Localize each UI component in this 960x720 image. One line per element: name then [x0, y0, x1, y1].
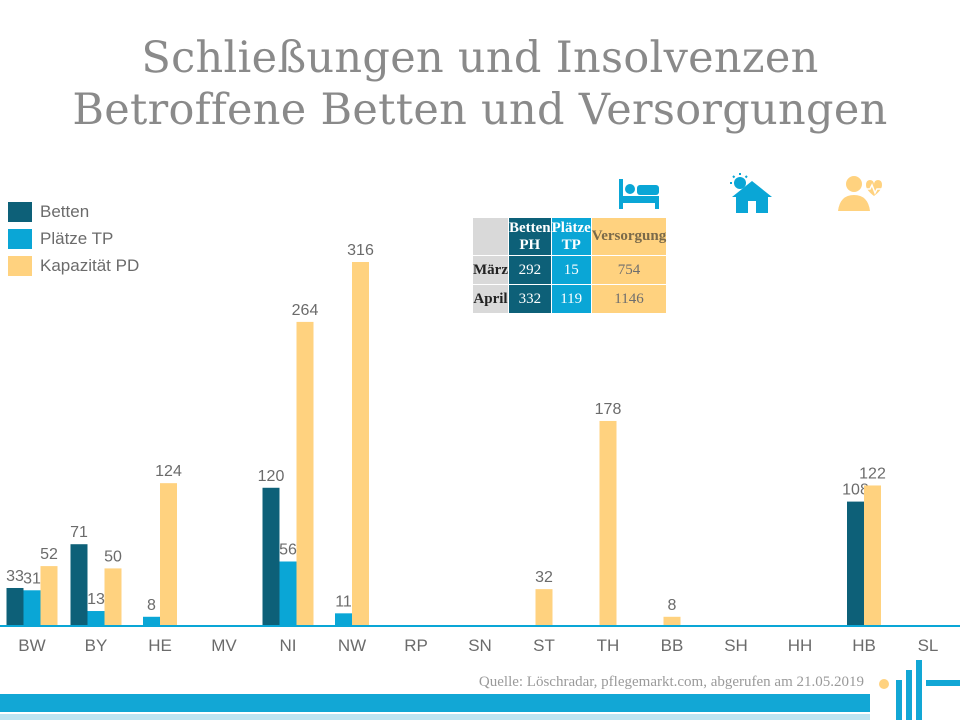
x-tick-label: BY [85, 636, 108, 655]
summary-header-plaetze: Plätze TP [551, 218, 591, 255]
data-label-betten: 33 [6, 568, 24, 585]
legend-item-betten: Betten [8, 198, 139, 225]
data-label-kapazitaet: 52 [40, 546, 58, 563]
data-label-betten: 120 [258, 468, 285, 485]
data-label-kapazitaet: 32 [535, 569, 553, 586]
bar-kapazitaet [160, 483, 177, 626]
bar-plaetze [335, 613, 352, 626]
legend-label-plaetze: Plätze TP [40, 228, 114, 248]
summary-row-april: April 332 119 1146 [473, 285, 667, 313]
caregiver-heart-icon [805, 173, 917, 217]
summary-row-label: April [473, 285, 508, 313]
bar-plaetze [143, 616, 160, 626]
summary-cell-betten: 332 [508, 285, 551, 313]
x-tick-label: TH [597, 636, 620, 655]
bar-kapazitaet [663, 616, 681, 626]
legend-swatch-plaetze [8, 228, 32, 249]
title-line-1: Schließungen und Insolvenzen [141, 33, 819, 83]
data-label-kapazitaet: 264 [292, 302, 319, 319]
data-label-kapazitaet: 50 [104, 548, 122, 565]
x-tick-label: ST [533, 636, 555, 655]
summary-header-versorgung: Versorgung [591, 218, 667, 255]
bar-betten [70, 544, 88, 626]
x-tick-label: SN [468, 636, 492, 655]
legend-item-plaetze: Plätze TP [8, 225, 139, 252]
summary-cell-versorgung: 1146 [591, 285, 667, 313]
summary-header-row: Betten PH Plätze TP Versorgung [473, 218, 667, 255]
data-label-plaetze: 8 [147, 597, 156, 614]
summary-cell-betten: 292 [508, 256, 551, 284]
bar-plaetze [279, 561, 297, 626]
x-tick-label: SH [724, 636, 748, 655]
bed-icon [583, 173, 695, 217]
summary-row-label: März [473, 256, 508, 284]
x-tick-label: HB [852, 636, 876, 655]
data-label-kapazitaet: 124 [155, 463, 182, 480]
bar-betten [6, 587, 24, 626]
bar-kapazitaet [40, 566, 58, 626]
data-label-betten: 71 [70, 524, 88, 541]
footer-bar [0, 694, 870, 712]
bar-kapazitaet [599, 420, 617, 626]
legend-swatch-betten [8, 201, 32, 222]
summary-row-maerz: März 292 15 754 [473, 256, 667, 284]
bar-kapazitaet [864, 485, 881, 626]
brand-logo [879, 660, 960, 720]
bar-plaetze [87, 611, 105, 626]
chart-title: Schließungen und Insolvenzen Betroffene … [0, 32, 960, 136]
data-label-betten: 108 [842, 482, 869, 499]
summary-table: Betten PH Plätze TP Versorgung März 292 … [472, 217, 667, 314]
bar-kapazitaet [535, 589, 553, 626]
x-tick-label: SL [918, 636, 939, 655]
data-label-kapazitaet: 8 [668, 597, 677, 614]
x-tick-label: NW [338, 636, 366, 655]
x-tick-label: HH [788, 636, 813, 655]
x-tick-label: BB [661, 636, 684, 655]
legend-item-kapazitaet: Kapazität PD [8, 252, 139, 279]
x-tick-label: BW [18, 636, 45, 655]
footer-bar-light [0, 714, 870, 720]
x-tick-label: NI [280, 636, 297, 655]
summary-header-betten: Betten PH [508, 218, 551, 255]
bar-kapazitaet [352, 262, 369, 626]
x-tick-label: RP [404, 636, 428, 655]
legend-label-betten: Betten [40, 201, 90, 221]
summary-cell-plaetze: 15 [551, 256, 591, 284]
legend-label-kapazitaet: Kapazität PD [40, 255, 140, 275]
summary-cell-plaetze: 119 [551, 285, 591, 313]
data-label-plaetze: 31 [23, 570, 41, 587]
data-label-plaetze: 13 [87, 591, 105, 608]
summary-cell-versorgung: 754 [591, 256, 667, 284]
data-label-kapazitaet: 178 [595, 401, 622, 418]
title-line-2: Betroffene Betten und Versorgungen [72, 85, 888, 135]
legend-swatch-kapazitaet [8, 255, 32, 276]
bar-betten [847, 501, 864, 626]
source-note: Quelle: Löschradar, pflegemarkt.com, abg… [478, 674, 864, 690]
data-label-kapazitaet: 122 [859, 465, 886, 482]
bar-kapazitaet [296, 321, 314, 626]
x-tick-label: MV [211, 636, 237, 655]
data-label-plaetze: 11 [335, 593, 352, 610]
summary-header-empty [473, 218, 508, 255]
x-tick-label: HE [148, 636, 172, 655]
data-label-plaetze: 56 [279, 541, 297, 558]
data-label-kapazitaet: 316 [347, 242, 374, 259]
sun-house-icon [694, 173, 806, 217]
bar-plaetze [23, 590, 41, 626]
bar-kapazitaet [104, 568, 122, 626]
legend: Betten Plätze TP Kapazität PD [8, 198, 139, 279]
bar-betten [262, 487, 280, 626]
